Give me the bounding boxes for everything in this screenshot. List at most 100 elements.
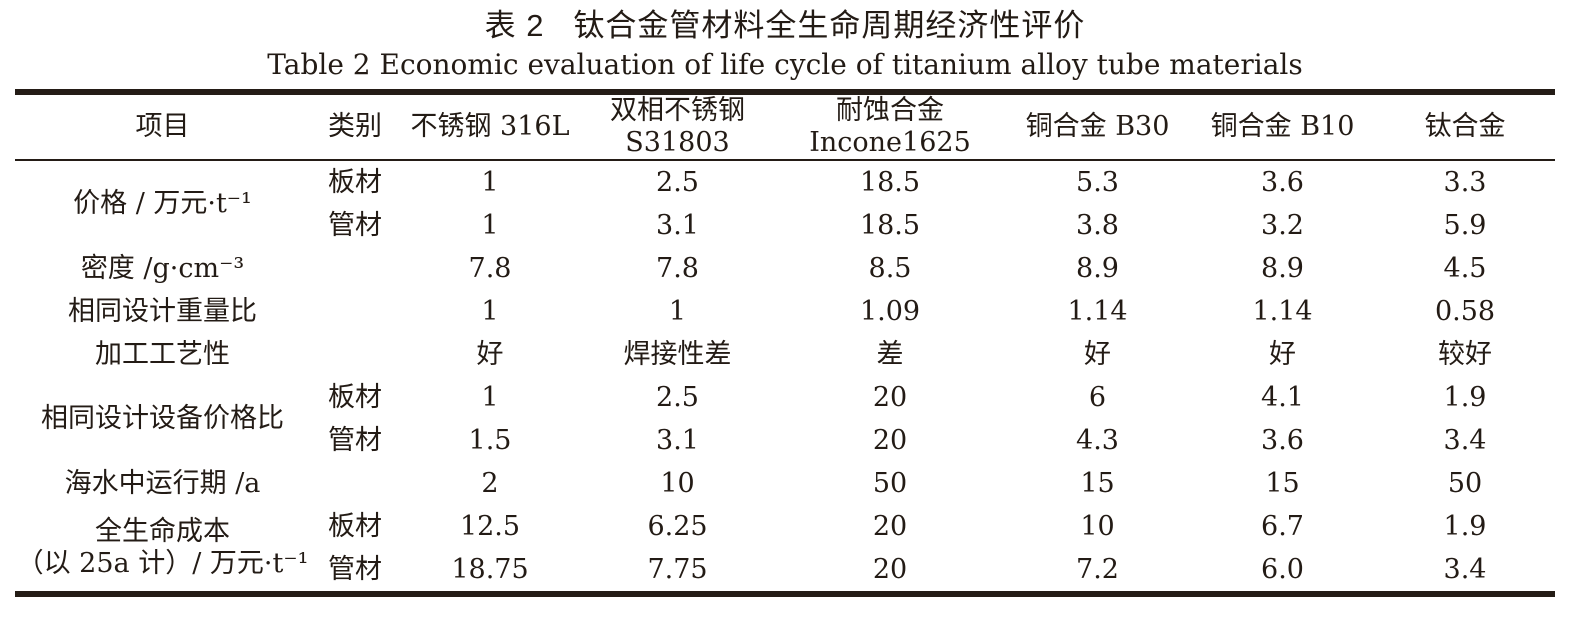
col-header-titanium: 钛合金 [1424,111,1506,143]
table-row-price-tube: 管材 1 3.1 18.5 3.8 3.2 5.9 [15,204,1555,247]
cell-value: 1.09 [859,295,921,327]
cell-value: 20 [872,553,908,585]
cell-value: 1 [481,381,499,413]
table-row-lifecycle-cost-plate: 全生命成本 （以 25a 计）/ 万元·t⁻¹ 板材 12.5 6.25 20 … [15,505,1555,579]
col-header-inconel625: 耐蚀合金 Incone1625 [809,95,971,158]
cell-value: 好 [1084,338,1111,370]
row-category-label: 板材 [328,381,382,413]
cell-value: 5.3 [1076,166,1119,198]
cell-value: 5.9 [1443,209,1487,241]
cell-value: 好 [476,338,504,370]
row-item-label-lifecycle-cost: 全生命成本 （以 25a 计）/ 万元·t⁻¹ [16,516,309,579]
cell-value: 3.3 [1443,166,1487,198]
cell-value: 50 [872,467,908,499]
table-row-weight-ratio: 相同设计重量比 1 1 1.09 1.14 1.14 0.58 [15,290,1555,333]
cell-value: 18.5 [859,166,921,198]
cell-value: 8.5 [868,252,912,284]
cell-value: 4.5 [1443,252,1487,284]
cell-value: 6.7 [1261,510,1304,542]
row-category-label [310,290,400,333]
table-caption-zh: 表 2 钛合金管材料全生命周期经济性评价 [484,8,1086,43]
row-item-label-price: 价格 / 万元·t⁻¹ [73,188,252,220]
row-category-label [310,333,400,376]
cell-value: 7.8 [656,252,699,284]
cell-value: 2.5 [656,381,699,413]
cell-value: 1 [481,295,499,327]
cell-value: 1.9 [1443,510,1487,542]
cell-value: 6.25 [647,510,708,542]
cell-value: 15 [1080,467,1115,499]
cell-value: 6.0 [1261,553,1304,585]
cell-value: 1 [481,209,499,241]
cell-value: 3.2 [1261,209,1304,241]
cell-value: 7.8 [468,252,512,284]
header-row: 项目 类别 不锈钢 316L 双相不锈钢 S31803 耐蚀合金 Incone1… [15,92,1555,160]
row-category-label: 管材 [328,553,382,585]
col-header-ss316l: 不锈钢 316L [410,111,570,143]
row-category-label: 管材 [328,424,382,456]
cell-value: 18.5 [859,209,921,241]
cell-value: 1.5 [468,424,512,456]
cell-value: 2.5 [656,166,699,198]
cell-value: 好 [1269,338,1296,370]
table-row-lifecycle-cost-tube: 管材 18.75 7.75 20 7.2 6.0 3.4 [15,548,1555,594]
row-item-label-workability: 加工工艺性 [95,338,230,370]
cell-value: 1.14 [1067,295,1128,327]
cell-value: 3.4 [1443,553,1487,585]
cell-value: 1 [481,166,499,198]
cell-value: 50 [1447,467,1483,499]
cell-value: 20 [872,381,908,413]
cell-value: 12.5 [459,510,521,542]
cell-value: 8.9 [1076,252,1119,284]
cell-value: 3.6 [1261,424,1304,456]
row-category-label: 板材 [328,166,382,198]
cell-value: 焊接性差 [623,338,732,370]
cell-value: 3.6 [1261,166,1304,198]
economic-evaluation-table: 项目 类别 不锈钢 316L 双相不锈钢 S31803 耐蚀合金 Incone1… [15,89,1555,597]
cell-value: 4.3 [1076,424,1119,456]
cell-value: 7.75 [647,553,708,585]
row-item-label-weight-ratio: 相同设计重量比 [68,295,257,327]
cell-value: 10 [1080,510,1115,542]
cell-value: 1.14 [1252,295,1313,327]
table-row-seawater-service: 海水中运行期 /a 2 10 50 15 15 50 [15,462,1555,505]
cell-value: 3.1 [656,424,699,456]
row-category-label [310,247,400,290]
col-header-copper-b10: 铜合金 B10 [1210,111,1355,143]
cell-value: 18.75 [451,553,529,585]
table-caption: 表 2 钛合金管材料全生命周期经济性评价 Table 2 Economic ev… [0,7,1570,85]
cell-value: 20 [872,510,908,542]
cell-value: 0.58 [1434,295,1496,327]
cell-value: 15 [1265,467,1300,499]
row-item-label-equipment-price: 相同设计设备价格比 [41,403,284,435]
table-row-density: 密度 /g·cm⁻³ 7.8 7.8 8.5 8.9 8.9 4.5 [15,247,1555,290]
cell-value: 6 [1088,381,1107,413]
cell-value: 4.1 [1261,381,1304,413]
row-category-label: 管材 [328,209,382,241]
col-header-duplex-s31803: 双相不锈钢 S31803 [610,95,745,158]
cell-value: 3.8 [1076,209,1119,241]
cell-value: 差 [876,338,904,370]
cell-value: 1.9 [1443,381,1487,413]
col-header-category: 类别 [328,111,382,143]
row-category-label: 板材 [328,510,382,542]
row-item-label-seawater-service: 海水中运行期 /a [64,467,261,499]
cell-value: 8.9 [1261,252,1304,284]
cell-value: 3.4 [1443,424,1487,456]
table-row-equipment-price-tube: 管材 1.5 3.1 20 4.3 3.6 3.4 [15,419,1555,462]
cell-value: 3.1 [656,209,699,241]
cell-value: 7.2 [1076,553,1119,585]
table-caption-en: Table 2 Economic evaluation of life cycl… [267,48,1303,81]
col-header-item: 项目 [135,111,190,143]
cell-value: 10 [660,467,695,499]
row-category-label [310,462,400,505]
cell-value: 20 [872,424,908,456]
col-header-copper-b30: 铜合金 B30 [1025,111,1170,143]
table-row-workability: 加工工艺性 好 焊接性差 差 好 好 较好 [15,333,1555,376]
cell-value: 较好 [1438,338,1492,370]
cell-value: 1 [668,295,687,327]
table-row-price-plate: 价格 / 万元·t⁻¹ 板材 1 2.5 18.5 5.3 3.6 3.3 [15,160,1555,220]
cell-value: 2 [481,467,499,499]
row-item-label-density: 密度 /g·cm⁻³ [80,252,245,284]
table-row-equipment-price-plate: 相同设计设备价格比 板材 1 2.5 20 6 4.1 1.9 [15,376,1555,435]
